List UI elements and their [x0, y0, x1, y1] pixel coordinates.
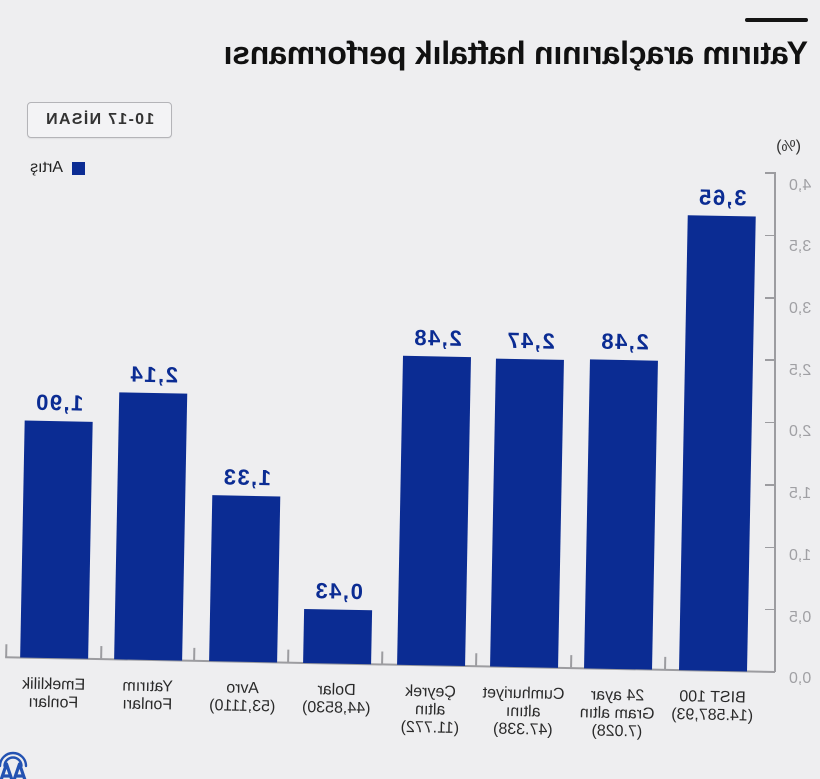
bar-dolar: 0,43 Dolar (44,8530) [302, 578, 373, 717]
bar-bist-100: 3,65 BIST 100 (14.587,93) [671, 184, 756, 725]
y-tick-label: 0,0 [789, 670, 812, 687]
bar-value-label: 1,33 [221, 464, 272, 491]
y-tick-label: 1,5 [789, 485, 812, 502]
x-tick-mark [475, 653, 478, 667]
y-tick-label: 2,0 [789, 423, 812, 440]
x-tick-mark [381, 651, 384, 665]
bar-value-label: 2,48 [412, 324, 463, 351]
bar-value-label: 3,65 [697, 184, 747, 211]
aa-logo-icon [0, 746, 29, 779]
y-tick-label: 3,5 [789, 238, 812, 255]
bar-yatirim-fonlari: 2,14 Yatırım Fonları [114, 362, 188, 713]
x-tick-mark [664, 656, 667, 670]
bar-avro: 1,33 Avro (53,1110) [209, 464, 281, 715]
bar-value-label: 2,14 [128, 361, 179, 388]
x-tick-mark [287, 649, 290, 663]
x-tick-mark [193, 647, 196, 661]
bar-value-label: 0,43 [313, 578, 364, 605]
plot-area: 3,65 BIST 100 (14.587,93) 2,48 24 ayar G… [5, 184, 776, 740]
y-tick-label: 3,0 [789, 300, 812, 317]
x-tick-mark [5, 644, 8, 658]
x-tick-mark [570, 655, 573, 669]
bar-value-label: 1,90 [34, 389, 84, 416]
bar-cumhuriyet-altini: 2,47 Cumhuriyet altını (47.338) [482, 328, 564, 739]
bar-gram-altin: 2,48 24 ayar Gram altın (7.028) [580, 328, 658, 740]
y-tick-label: 2,5 [789, 362, 812, 379]
bar-emeklilik-fonlari: 1,90 Emeklilik Fonları [20, 390, 93, 712]
y-tick-label: 4,0 [789, 177, 812, 194]
x-tick-mark [100, 646, 103, 660]
bar-category-label: Emeklilik Fonları [21, 675, 86, 712]
y-tick-label: 1,0 [789, 547, 812, 564]
bar-ceyrek-altin: 2,48 Çeyrek altın (11.772) [397, 325, 471, 737]
y-tick-label: 0,5 [789, 609, 812, 626]
